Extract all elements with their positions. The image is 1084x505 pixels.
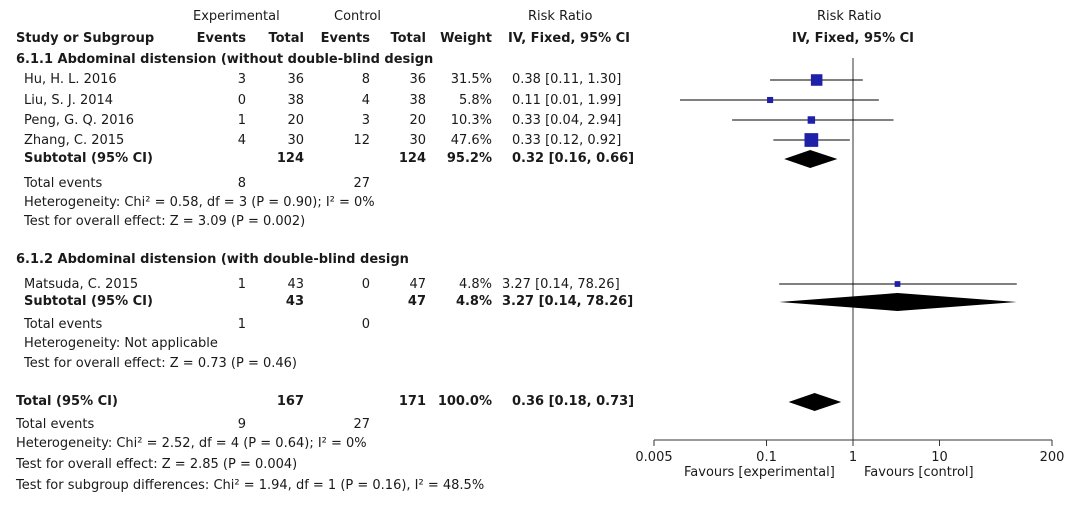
x-tick-label: 0.005	[635, 450, 672, 465]
subgroup-title: 6.1.2 Abdominal distension (with double-…	[16, 252, 409, 267]
ci-text: 0.32 [0.16, 0.66]	[512, 151, 635, 166]
ci-text: 0.38 [0.11, 1.30]	[512, 72, 622, 87]
header-risk-ratio-plot: Risk Ratio	[817, 9, 882, 24]
weight: 31.5%	[450, 72, 492, 87]
favours-control: Favours [control]	[864, 465, 974, 480]
study-marker	[804, 133, 819, 147]
weight: 100.0%	[437, 394, 492, 409]
x-tick-label: 200	[1040, 450, 1065, 465]
ci-text: 0.33 [0.04, 2.94]	[512, 113, 622, 128]
study-marker	[807, 116, 816, 124]
exp-events: 3	[237, 72, 246, 87]
col-ctl-events: Events	[320, 31, 370, 46]
exp-total: 124	[276, 151, 304, 166]
total-events-ctl: 27	[353, 176, 370, 191]
header-risk-ratio-table: Risk Ratio	[528, 9, 593, 24]
exp-events: 4	[237, 133, 246, 148]
ctl-total: 30	[409, 133, 426, 148]
weight: 5.8%	[458, 93, 492, 108]
ctl-events: 12	[353, 133, 370, 148]
exp-total: 167	[276, 394, 304, 409]
col-ci-plot: IV, Fixed, 95% CI	[792, 31, 915, 46]
ci-text: 0.36 [0.18, 0.73]	[512, 394, 635, 409]
total-events-ctl: 27	[353, 417, 370, 432]
heterogeneity: Heterogeneity: Chi² = 0.58, df = 3 (P = …	[24, 195, 375, 210]
col-ci-table: IV, Fixed, 95% CI	[508, 31, 631, 46]
total-events-label: Total events	[24, 176, 103, 191]
weight: 10.3%	[450, 113, 492, 128]
total-events-label: Total events	[24, 317, 103, 332]
ctl-events: 8	[361, 72, 370, 87]
col-ctl-total: Total	[390, 31, 426, 46]
weight: 95.2%	[446, 151, 492, 166]
header-experimental: Experimental	[193, 9, 280, 24]
col-exp-events: Events	[196, 31, 246, 46]
col-weight: Weight	[440, 31, 492, 46]
ctl-total: 36	[409, 72, 426, 87]
ctl-total: 171	[398, 394, 426, 409]
col-study: Study or Subgroup	[16, 31, 155, 46]
exp-total: 36	[287, 72, 304, 87]
ctl-total: 20	[409, 113, 426, 128]
exp-total: 43	[287, 277, 304, 292]
exp-events: 0	[237, 93, 246, 108]
weight: 47.6%	[450, 133, 492, 148]
ctl-events: 0	[361, 277, 370, 292]
ctl-total: 47	[407, 294, 426, 309]
weight: 4.8%	[458, 277, 492, 292]
ctl-total: 124	[398, 151, 426, 166]
overall-effect: Test for overall effect: Z = 2.85 (P = 0…	[16, 457, 298, 472]
exp-total: 30	[287, 133, 304, 148]
total-events-exp: 8	[237, 176, 246, 191]
heterogeneity: Heterogeneity: Chi² = 2.52, df = 4 (P = …	[16, 436, 367, 451]
study-name: Liu, S. J. 2014	[24, 93, 114, 108]
x-tick-label: 0.1	[756, 450, 777, 465]
ctl-events: 4	[361, 93, 370, 108]
ctl-total: 47	[409, 277, 426, 292]
overall-effect: Test for overall effect: Z = 3.09 (P = 0…	[24, 214, 306, 229]
study-marker	[767, 96, 774, 104]
total-events-label: Total events	[16, 417, 95, 432]
subtotal-label: Subtotal (95% CI)	[24, 294, 153, 309]
exp-total: 20	[287, 113, 304, 128]
total-label: Total (95% CI)	[16, 394, 118, 409]
study-name: Hu, H. L. 2016	[24, 72, 117, 87]
exp-events: 1	[237, 113, 246, 128]
ci-text: 3.27 [0.14, 78.26]	[502, 294, 634, 309]
ci-text: 0.33 [0.12, 0.92]	[512, 133, 622, 148]
summary-diamond	[779, 293, 1017, 311]
study-name: Matsuda, C. 2015	[24, 277, 139, 292]
study-name: Peng, G. Q. 2016	[24, 113, 135, 128]
x-tick-label: 10	[931, 450, 948, 465]
study-name: Zhang, C. 2015	[24, 133, 125, 148]
ctl-total: 38	[409, 93, 426, 108]
study-marker	[894, 281, 901, 287]
subgroup-title: 6.1.1 Abdominal distension (without doub…	[16, 52, 434, 67]
study-marker	[810, 74, 823, 86]
total-events-exp: 1	[237, 317, 246, 332]
ctl-events: 3	[361, 113, 370, 128]
x-tick-label: 1	[849, 450, 857, 465]
total-events-exp: 9	[237, 417, 246, 432]
ci-text: 0.11 [0.01, 1.99]	[512, 93, 622, 108]
subgroup-differences: Test for subgroup differences: Chi² = 1.…	[16, 478, 485, 493]
weight: 4.8%	[455, 294, 492, 309]
heterogeneity: Heterogeneity: Not applicable	[24, 336, 218, 351]
header-control: Control	[334, 9, 381, 24]
total-events-ctl: 0	[361, 317, 370, 332]
subtotal-label: Subtotal (95% CI)	[24, 151, 153, 166]
summary-diamond	[788, 393, 842, 411]
summary-diamond	[784, 150, 838, 168]
col-exp-total: Total	[268, 31, 304, 46]
ci-text: 3.27 [0.14, 78.26]	[502, 277, 620, 292]
exp-total: 43	[285, 294, 304, 309]
favours-experimental: Favours [experimental]	[684, 465, 835, 480]
exp-total: 38	[287, 93, 304, 108]
overall-effect: Test for overall effect: Z = 0.73 (P = 0…	[24, 356, 297, 371]
exp-events: 1	[237, 277, 246, 292]
